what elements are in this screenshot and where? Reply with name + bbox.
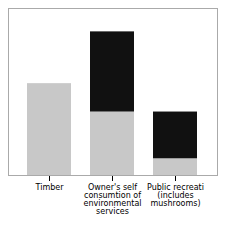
svg-text:Timber: Timber xyxy=(35,183,65,192)
svg-text:Public recreati(includesmushro: Public recreati(includesmushrooms) xyxy=(147,183,204,208)
svg-text:Owner's selfconsumtion ofenvir: Owner's selfconsumtion ofenvironmentalse… xyxy=(83,183,141,216)
